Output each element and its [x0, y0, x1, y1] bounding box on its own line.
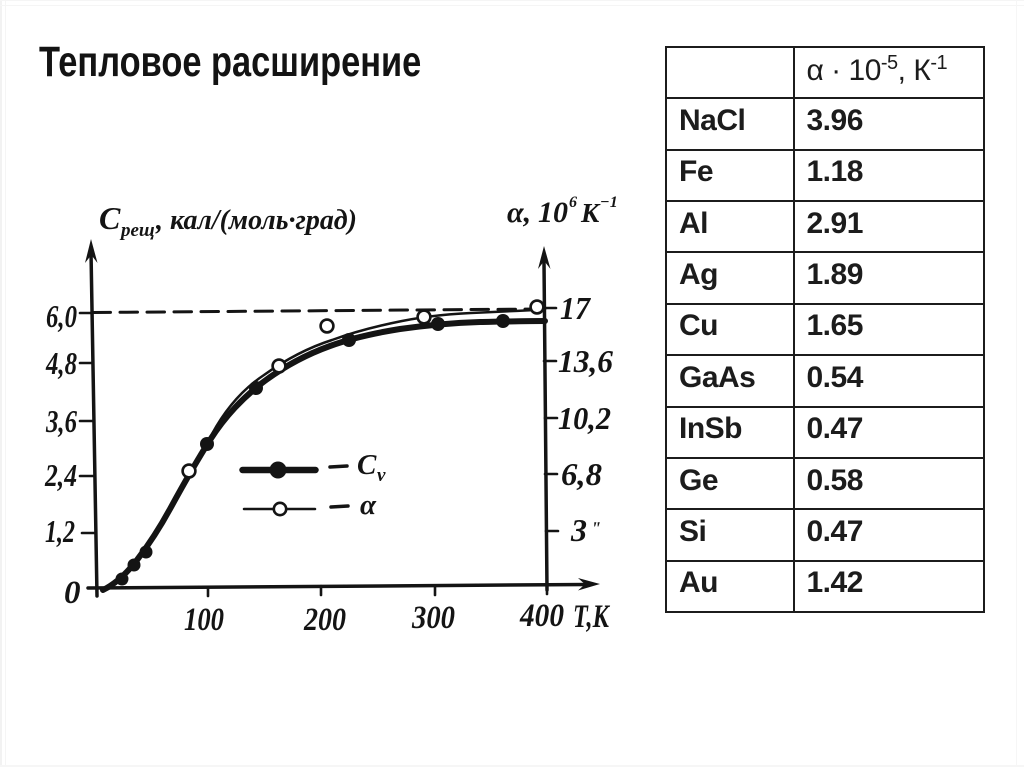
svg-text:К: К — [580, 198, 601, 228]
svg-text:рещ: рещ — [119, 220, 155, 241]
svg-text:3: 3 — [570, 512, 587, 548]
svg-text:ʺ: ʺ — [591, 518, 601, 538]
svg-text:300: 300 — [411, 600, 455, 636]
svg-text:, кал/(моль·град): , кал/(моль·град) — [155, 205, 357, 236]
svg-text:400: 400 — [519, 598, 564, 634]
svg-text:v: v — [377, 465, 386, 486]
svg-text:0: 0 — [64, 575, 81, 611]
svg-text:6,0: 6,0 — [46, 298, 77, 334]
svg-text:α: α — [360, 489, 377, 521]
svg-text:10,2: 10,2 — [558, 400, 611, 436]
svg-text:3,6: 3,6 — [45, 403, 77, 439]
svg-text:100: 100 — [184, 602, 224, 638]
svg-text:4,8: 4,8 — [45, 345, 77, 381]
svg-text:13,6: 13,6 — [558, 343, 613, 379]
svg-text:10: 10 — [538, 196, 568, 229]
svg-text:6,8: 6,8 — [561, 456, 602, 492]
svg-text:6: 6 — [569, 194, 577, 211]
svg-text:2,4: 2,4 — [44, 457, 77, 493]
svg-text:200: 200 — [303, 602, 346, 638]
svg-text:Т,К: Т,К — [573, 599, 610, 635]
svg-text:17: 17 — [560, 290, 592, 326]
svg-text:1,2: 1,2 — [45, 513, 75, 549]
svg-text:−1: −1 — [600, 194, 618, 211]
svg-text:C: C — [99, 200, 121, 236]
svg-text:α,: α, — [507, 196, 531, 229]
svg-text:C: C — [357, 449, 377, 481]
